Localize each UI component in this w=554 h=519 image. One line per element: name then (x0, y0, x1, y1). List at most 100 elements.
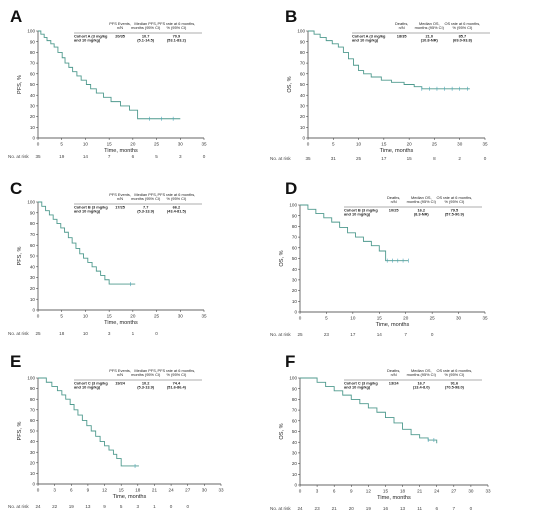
table-cell: and 10 mg/kg) (344, 212, 371, 217)
x-tick-label: 10 (356, 142, 362, 147)
risk-count: 17 (350, 332, 356, 337)
table-header: Median OS, (411, 368, 432, 373)
risk-count: 20 (349, 506, 355, 511)
table-header: months (95% CI) (415, 25, 445, 30)
x-tick-label: 30 (456, 316, 462, 321)
risk-count: 25 (356, 156, 362, 161)
y-tick-label: 40 (30, 264, 36, 269)
x-tick-label: 27 (185, 488, 191, 493)
risk-count: 23 (324, 332, 330, 337)
y-tick-label: 0 (294, 483, 297, 488)
y-tick-label: 80 (300, 50, 306, 55)
panel-letter: E (10, 352, 21, 371)
table-header: Deaths, (387, 195, 400, 200)
y-tick-label: 90 (300, 39, 306, 44)
table-header: OS rate at 6 months, (444, 21, 480, 26)
y-tick-label: 40 (300, 93, 306, 98)
x-tick-label: 5 (325, 316, 328, 321)
risk-label: No. at risk (8, 331, 29, 336)
y-tick-label: 70 (292, 408, 298, 413)
x-tick-label: 35 (482, 142, 488, 147)
table-cell: (8.3-NR) (414, 212, 430, 217)
y-axis-label: PFS, % (17, 421, 23, 440)
x-tick-label: 25 (432, 142, 438, 147)
panel-letter: C (10, 179, 22, 198)
x-tick-label: 12 (366, 489, 372, 494)
x-axis-label: Time, months (376, 322, 410, 328)
y-tick-label: 50 (292, 429, 298, 434)
table-cell: 91.6 (451, 381, 459, 386)
risk-count: 3 (179, 154, 182, 159)
y-tick-label: 60 (30, 418, 36, 423)
table-header: PFS rate at 6 months, (157, 192, 195, 197)
table-header: % (95% CI) (166, 372, 187, 377)
table-cell: 13/24 (389, 381, 400, 386)
table-cell: and 10 mg/kg) (74, 38, 101, 43)
risk-count: 13 (85, 504, 91, 509)
table-cell: Cohort A (3 mg/kg (74, 34, 108, 39)
table-header: OS rate at 6 months, (436, 195, 472, 200)
table-header: n/N (391, 372, 397, 377)
x-tick-label: 12 (102, 488, 108, 493)
risk-count: 11 (417, 506, 422, 511)
table-header: PFS Events, (109, 192, 131, 197)
x-tick-label: 15 (377, 316, 383, 321)
x-tick-label: 35 (201, 142, 207, 147)
panel-letter: D (285, 179, 297, 198)
x-tick-label: 30 (178, 142, 184, 147)
y-tick-label: 10 (300, 125, 306, 130)
x-tick-label: 20 (130, 314, 136, 319)
table-header: Median PFS, (134, 21, 157, 26)
x-tick-label: 33 (485, 489, 491, 494)
table-header: Median OS, (419, 21, 440, 26)
table-cell: 16.2 (417, 208, 425, 213)
x-tick-label: 0 (307, 142, 310, 147)
risk-count: 0 (470, 506, 473, 511)
table-cell: and 10 mg/kg) (352, 38, 379, 43)
table-cell: 10.7 (142, 34, 150, 39)
table-header: months (95% CI) (131, 372, 161, 377)
y-tick-label: 30 (292, 278, 298, 283)
km-curve (38, 201, 136, 285)
risk-count: 18 (59, 331, 65, 336)
y-tick-label: 70 (30, 232, 36, 237)
y-axis-label: OS, % (279, 250, 285, 266)
y-tick-label: 10 (30, 297, 36, 302)
x-tick-label: 20 (130, 142, 136, 147)
risk-count: 24 (297, 506, 303, 511)
table-cell: 10/25 (389, 208, 400, 213)
y-tick-label: 100 (27, 29, 35, 34)
table-cell: 10.2 (142, 381, 150, 386)
table-cell: (70.5-98.0) (445, 385, 465, 390)
x-tick-label: 6 (333, 489, 336, 494)
table-cell: 70.9 (173, 34, 181, 39)
table-cell: (5.3-13.9) (137, 385, 155, 390)
risk-count: 3 (137, 504, 140, 509)
y-axis-label: PFS, % (17, 75, 23, 94)
y-tick-label: 10 (30, 471, 36, 476)
x-tick-label: 0 (37, 142, 40, 147)
risk-count: 1 (153, 504, 156, 509)
table-cell: 21.0 (425, 34, 433, 39)
x-tick-label: 35 (482, 316, 488, 321)
x-tick-label: 9 (350, 489, 353, 494)
x-tick-label: 30 (178, 314, 184, 319)
risk-count: 3 (108, 331, 111, 336)
x-tick-label: 20 (403, 316, 409, 321)
x-tick-label: 15 (107, 142, 113, 147)
risk-count: 23 (315, 506, 321, 511)
table-header: PFS rate at 6 months, (157, 368, 195, 373)
table-cell: (10.8-NR) (421, 38, 439, 43)
table-header: % (95% CI) (452, 25, 473, 30)
y-tick-label: 60 (292, 245, 298, 250)
risk-count: 5 (155, 154, 158, 159)
table-header: Median PFS, (134, 368, 157, 373)
x-tick-label: 0 (37, 314, 40, 319)
y-tick-label: 60 (300, 71, 306, 76)
x-axis-label: Time, months (380, 148, 414, 154)
x-axis-label: Time, months (104, 148, 138, 154)
risk-count: 14 (83, 154, 89, 159)
table-cell: Cohort A (3 mg/kg (352, 34, 386, 39)
y-tick-label: 70 (292, 235, 298, 240)
